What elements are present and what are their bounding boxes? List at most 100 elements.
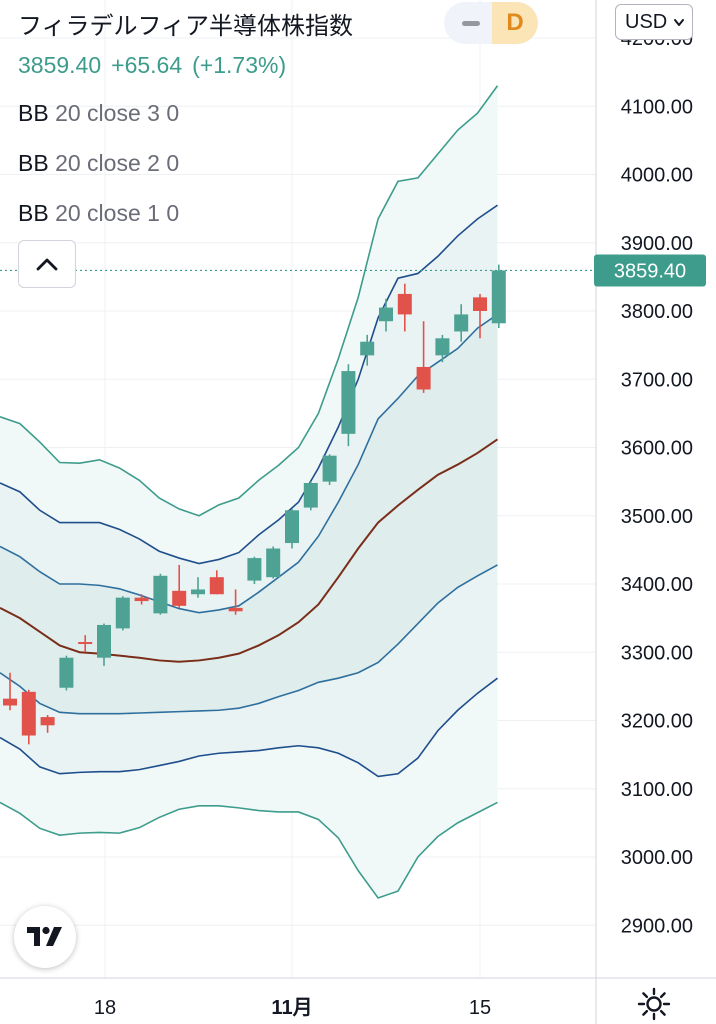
y-tick-label: 3900.00 bbox=[621, 233, 693, 255]
interval-toggle[interactable]: D bbox=[444, 2, 538, 44]
candle-body bbox=[78, 642, 93, 645]
price-change-percent: (+1.73%) bbox=[192, 52, 287, 78]
candle-body bbox=[266, 548, 281, 578]
indicator-params: 20 close 3 0 bbox=[55, 100, 180, 126]
bb-line-2 bbox=[0, 313, 498, 614]
candle-body bbox=[454, 314, 469, 332]
y-tick-label: 3200.00 bbox=[621, 711, 693, 733]
collapse-legend-button[interactable] bbox=[18, 240, 76, 288]
indicator-name: BB bbox=[18, 200, 49, 226]
tradingview-logo-icon[interactable] bbox=[14, 906, 76, 968]
bb-line-4 bbox=[0, 564, 498, 715]
currency-select[interactable]: USD bbox=[615, 4, 693, 40]
candle bbox=[59, 655, 74, 691]
candle bbox=[435, 334, 450, 363]
indicator-name: BB bbox=[18, 100, 49, 126]
candle bbox=[78, 635, 93, 653]
candle-body bbox=[134, 597, 149, 602]
candle bbox=[172, 564, 187, 608]
candle-body bbox=[3, 698, 17, 706]
candle-body bbox=[303, 482, 318, 508]
candle bbox=[115, 596, 130, 631]
currency-label: USD bbox=[625, 11, 668, 33]
candle-body bbox=[153, 575, 168, 614]
x-axis-panel bbox=[0, 978, 716, 1024]
bb-line-0 bbox=[0, 85, 499, 517]
candles bbox=[3, 264, 506, 745]
y-tick-label: 4000.00 bbox=[621, 165, 693, 187]
indicator-legend-bb3[interactable]: BB 20 close 3 0 bbox=[18, 100, 179, 127]
band-lines bbox=[0, 85, 499, 899]
candle bbox=[341, 364, 356, 447]
minus-icon[interactable] bbox=[462, 21, 480, 26]
interval-button[interactable]: D bbox=[492, 2, 538, 44]
candle bbox=[397, 283, 412, 332]
x-tick-label: 18 bbox=[94, 997, 116, 1019]
y-tick-label: 3600.00 bbox=[621, 438, 693, 460]
y-axis-panel bbox=[596, 0, 716, 1024]
y-tick-label: 3500.00 bbox=[621, 506, 693, 528]
candle-body bbox=[115, 597, 130, 629]
candle bbox=[134, 594, 149, 605]
indicator-params: 20 close 1 0 bbox=[55, 200, 180, 226]
candle-body bbox=[473, 297, 487, 311]
candle-body bbox=[172, 590, 187, 606]
candle bbox=[416, 321, 431, 393]
chevron-up-icon bbox=[36, 258, 58, 271]
last-price-tag-text: 3859.40 bbox=[614, 260, 686, 282]
candle bbox=[191, 577, 205, 598]
candle-body bbox=[191, 589, 205, 595]
symbol-title[interactable]: フィラデルフィア半導体株指数 bbox=[18, 13, 354, 40]
bb-line-5 bbox=[0, 677, 498, 778]
candle bbox=[285, 508, 299, 549]
indicator-name: BB bbox=[18, 150, 49, 176]
chevron-down-icon bbox=[673, 6, 685, 52]
candle-body bbox=[491, 270, 506, 324]
bb-line-1 bbox=[0, 204, 498, 565]
candle bbox=[303, 481, 318, 511]
candle bbox=[473, 293, 487, 339]
y-tick-label: 3000.00 bbox=[621, 847, 693, 869]
candle bbox=[209, 570, 224, 595]
candle-body bbox=[360, 341, 375, 356]
candle-body bbox=[379, 307, 393, 322]
last-price: 3859.40 bbox=[18, 52, 102, 78]
candle bbox=[40, 715, 55, 733]
candle-body bbox=[285, 510, 299, 544]
candle-body bbox=[341, 371, 356, 434]
settings-gear-icon[interactable] bbox=[636, 986, 672, 1022]
x-tick-label: 11月 bbox=[271, 997, 312, 1019]
bb-line-6 bbox=[0, 801, 498, 899]
y-tick-label: 3400.00 bbox=[621, 574, 693, 596]
candle bbox=[266, 546, 281, 579]
price-readout: 3859.40 +65.64 (+1.73%) bbox=[18, 52, 296, 79]
candle bbox=[97, 623, 111, 666]
y-tick-label: 3800.00 bbox=[621, 301, 693, 323]
candle-body bbox=[209, 577, 224, 595]
y-tick-label: 3300.00 bbox=[621, 642, 693, 664]
candle-body bbox=[40, 717, 55, 726]
candle-body bbox=[97, 624, 111, 658]
indicator-legend-bb1[interactable]: BB 20 close 1 0 bbox=[18, 200, 179, 227]
x-axis-labels: 18 11月 15 bbox=[94, 997, 491, 1019]
candle bbox=[379, 298, 393, 332]
candle-body bbox=[247, 558, 262, 581]
candle-body bbox=[21, 691, 36, 736]
last-price-label: 3859.40 bbox=[594, 254, 706, 287]
candle bbox=[228, 589, 243, 615]
candle-body bbox=[59, 657, 74, 688]
candle bbox=[3, 672, 17, 711]
candle bbox=[21, 689, 36, 745]
candle bbox=[153, 573, 168, 615]
y-tick-label: 3100.00 bbox=[621, 779, 693, 801]
indicator-params: 20 close 2 0 bbox=[55, 150, 180, 176]
indicator-legend-bb2[interactable]: BB 20 close 2 0 bbox=[18, 150, 179, 177]
candle bbox=[322, 454, 337, 486]
y-tick-label: 4100.00 bbox=[621, 96, 693, 118]
bb-line-3 bbox=[0, 438, 499, 663]
candle-body bbox=[416, 366, 431, 390]
candle bbox=[360, 334, 375, 366]
y-tick-label: 3700.00 bbox=[621, 369, 693, 391]
